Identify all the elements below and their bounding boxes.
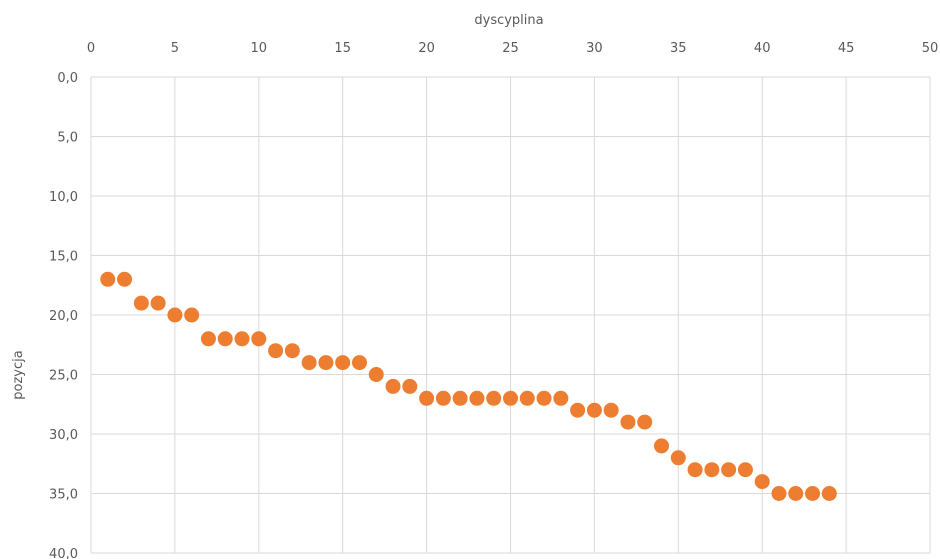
gridlines xyxy=(90,76,931,554)
x-tick-label: 20 xyxy=(418,41,435,56)
data-point xyxy=(301,355,317,371)
data-point xyxy=(821,486,837,501)
y-tick-label: 35,0 xyxy=(49,488,78,503)
y-tick-label: 5,0 xyxy=(57,131,78,146)
x-tick-label: 45 xyxy=(838,41,855,56)
data-point xyxy=(150,295,166,311)
y-tick-label: 20,0 xyxy=(49,309,78,324)
x-tick-label: 30 xyxy=(586,41,603,56)
y-tick-label: 30,0 xyxy=(49,428,78,443)
data-point xyxy=(536,390,552,406)
x-tick-label: 0 xyxy=(87,41,95,56)
data-point xyxy=(402,378,418,394)
data-point xyxy=(385,378,401,394)
x-tick-label: 40 xyxy=(754,41,771,56)
data-point xyxy=(486,390,502,406)
data-point xyxy=(754,474,770,490)
y-tick-labels: 0,0 5,0 10,0 15,0 20,0 25,0 30,0 35,0 40,0 xyxy=(49,71,78,559)
x-tick-label: 35 xyxy=(670,41,687,56)
data-point xyxy=(586,402,602,418)
x-tick-label: 25 xyxy=(502,41,519,56)
x-tick-label: 15 xyxy=(334,41,351,56)
y-tick-label: 25,0 xyxy=(49,369,78,384)
data-point xyxy=(419,390,435,406)
data-point xyxy=(167,307,183,323)
data-point xyxy=(503,390,518,406)
y-tick-label: 40,0 xyxy=(49,547,78,559)
data-point xyxy=(737,462,753,478)
data-point xyxy=(351,355,367,371)
data-point xyxy=(117,271,133,287)
x-tick-label: 50 xyxy=(922,41,939,56)
data-point xyxy=(553,390,569,406)
data-point xyxy=(452,390,468,406)
data-point xyxy=(368,367,384,382)
data-point xyxy=(519,390,535,406)
data-point xyxy=(670,450,686,466)
y-tick-label: 0,0 xyxy=(57,71,78,86)
data-point xyxy=(268,343,284,359)
data-point xyxy=(620,414,636,430)
data-point xyxy=(637,414,653,430)
data-point xyxy=(100,271,116,287)
data-point xyxy=(200,331,216,347)
data-point xyxy=(318,355,334,371)
data-point xyxy=(788,486,804,501)
y-tick-label: 15,0 xyxy=(49,250,78,265)
data-point xyxy=(603,402,619,418)
data-point xyxy=(284,343,300,359)
y-tick-label: 10,0 xyxy=(49,190,78,205)
data-point xyxy=(570,402,586,418)
data-point xyxy=(435,390,451,406)
data-point xyxy=(184,307,200,323)
data-point xyxy=(687,462,703,478)
data-point xyxy=(654,438,670,454)
data-point xyxy=(251,331,267,347)
data-point xyxy=(805,486,821,501)
data-points xyxy=(100,271,837,501)
y-axis-title: pozycja xyxy=(11,350,26,399)
data-point xyxy=(234,331,250,347)
data-point xyxy=(217,331,233,347)
data-point xyxy=(771,486,787,501)
data-point xyxy=(721,462,737,478)
x-tick-label: 5 xyxy=(171,41,179,56)
x-tick-labels: 0 5 10 15 20 25 30 35 40 45 50 xyxy=(87,41,938,56)
data-point xyxy=(704,462,720,478)
data-point xyxy=(469,390,485,406)
data-point xyxy=(335,355,351,371)
x-axis-title: dyscyplina xyxy=(474,13,543,28)
data-point xyxy=(133,295,149,311)
x-tick-label: 10 xyxy=(251,41,268,56)
